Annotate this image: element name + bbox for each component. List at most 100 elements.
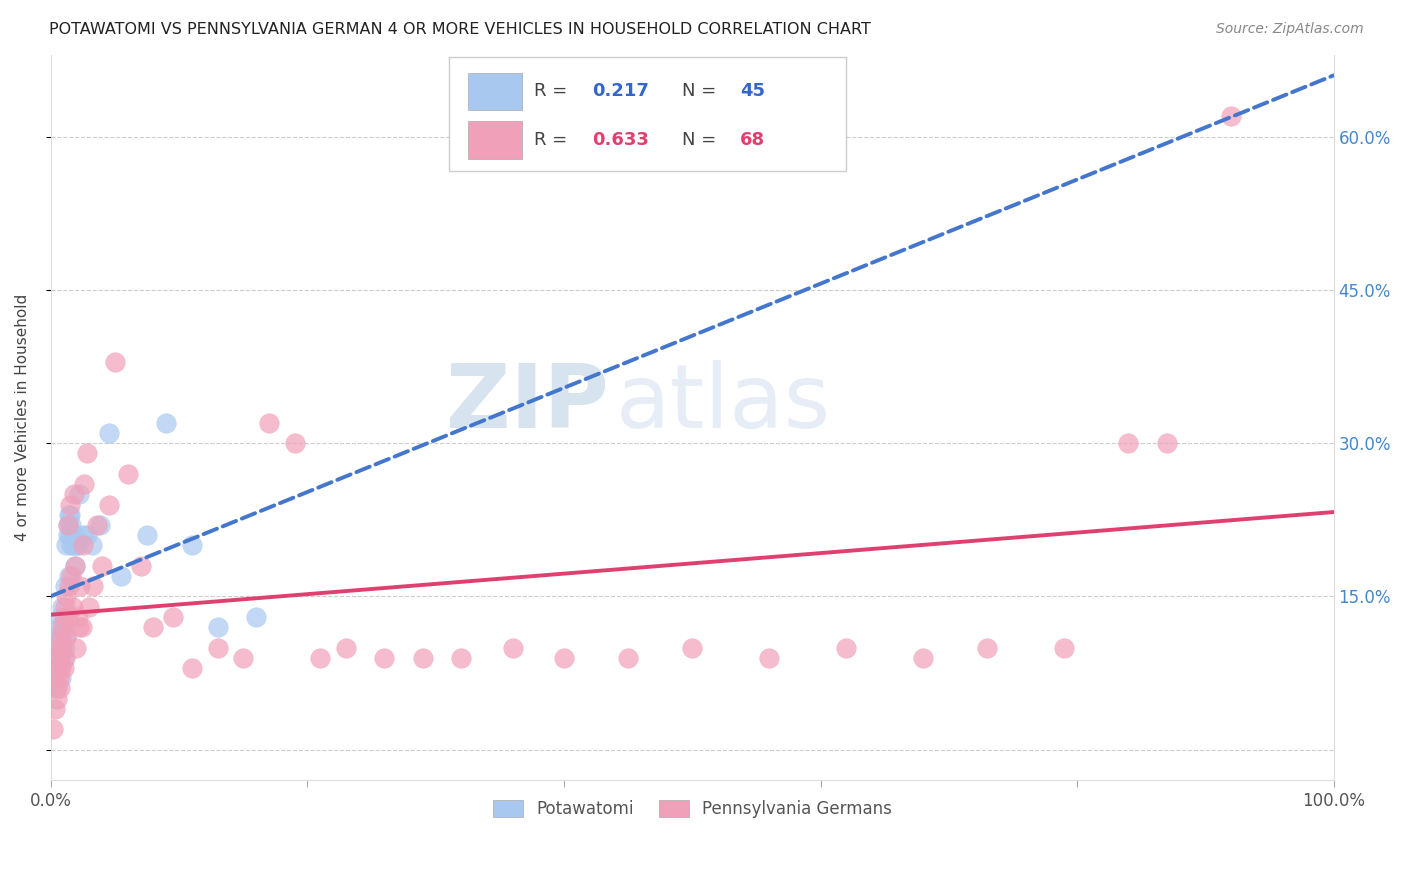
Text: ZIP: ZIP — [446, 359, 609, 447]
Point — [80, 538, 103, 552]
Point — [53, 599, 76, 614]
Point — [49, 630, 72, 644]
Point — [53, 579, 76, 593]
Point — [412, 650, 434, 665]
Text: 0.217: 0.217 — [592, 82, 650, 101]
Point — [58, 579, 80, 593]
FancyBboxPatch shape — [468, 121, 522, 159]
Point — [60, 538, 83, 552]
Point — [681, 640, 703, 655]
Point — [63, 528, 86, 542]
Point — [72, 528, 94, 542]
Point — [1220, 110, 1243, 124]
Point — [51, 599, 73, 614]
Point — [309, 650, 332, 665]
Text: 0.633: 0.633 — [592, 131, 650, 149]
Point — [60, 569, 83, 583]
Point — [63, 487, 86, 501]
Point — [52, 661, 75, 675]
Point — [142, 620, 165, 634]
Point — [104, 354, 127, 368]
Point — [44, 702, 66, 716]
Point — [42, 723, 65, 737]
Point — [67, 620, 90, 634]
Point — [56, 518, 79, 533]
Point — [62, 599, 84, 614]
Y-axis label: 4 or more Vehicles in Household: 4 or more Vehicles in Household — [15, 294, 30, 541]
Point — [45, 661, 67, 675]
Point — [155, 416, 177, 430]
Point — [46, 640, 69, 655]
Point — [284, 436, 307, 450]
Point — [58, 508, 80, 522]
Point — [56, 610, 79, 624]
Point — [136, 528, 159, 542]
Point — [1053, 640, 1076, 655]
Point — [86, 518, 108, 533]
Point — [70, 620, 93, 634]
Legend: Potawatomi, Pennsylvania Germans: Potawatomi, Pennsylvania Germans — [485, 791, 900, 826]
Point — [55, 590, 77, 604]
Point — [72, 538, 94, 552]
Point — [49, 630, 72, 644]
Point — [49, 681, 72, 696]
Text: POTAWATOMI VS PENNSYLVANIA GERMAN 4 OR MORE VEHICLES IN HOUSEHOLD CORRELATION CH: POTAWATOMI VS PENNSYLVANIA GERMAN 4 OR M… — [49, 22, 872, 37]
Point — [51, 640, 73, 655]
Point — [60, 518, 83, 533]
Point — [53, 650, 76, 665]
Point — [56, 518, 79, 533]
Point — [976, 640, 998, 655]
Point — [91, 558, 114, 573]
Point — [373, 650, 395, 665]
Point — [207, 640, 229, 655]
Point — [1156, 436, 1178, 450]
Point — [56, 528, 79, 542]
Point — [48, 671, 70, 685]
Point — [89, 518, 111, 533]
Point — [49, 610, 72, 624]
Point — [450, 650, 472, 665]
Point — [65, 538, 87, 552]
Point — [245, 610, 267, 624]
Point — [55, 630, 77, 644]
Point — [553, 650, 575, 665]
Point — [97, 498, 120, 512]
Point — [52, 650, 75, 665]
Point — [49, 671, 72, 685]
Point — [48, 650, 70, 665]
Point — [58, 569, 80, 583]
Point — [46, 661, 69, 675]
Point — [42, 671, 65, 685]
Point — [162, 610, 184, 624]
Point — [44, 671, 66, 685]
Text: 68: 68 — [740, 131, 765, 149]
Point — [48, 620, 70, 634]
Point — [82, 579, 104, 593]
Point — [335, 640, 357, 655]
Point — [207, 620, 229, 634]
Point — [51, 640, 73, 655]
Point — [66, 538, 89, 552]
Point — [76, 528, 98, 542]
Point — [55, 538, 77, 552]
Point — [65, 640, 87, 655]
Point — [79, 599, 101, 614]
Point — [257, 416, 280, 430]
FancyBboxPatch shape — [468, 72, 522, 111]
Point — [49, 661, 72, 675]
Point — [51, 620, 73, 634]
Point — [67, 487, 90, 501]
Point — [912, 650, 935, 665]
Point — [232, 650, 254, 665]
Text: R =: R = — [534, 131, 574, 149]
Point — [66, 610, 89, 624]
Point — [617, 650, 640, 665]
Text: atlas: atlas — [616, 359, 831, 447]
Text: N =: N = — [682, 82, 721, 101]
Point — [835, 640, 858, 655]
Point — [117, 467, 139, 481]
Point — [55, 630, 77, 644]
Point — [76, 446, 98, 460]
Point — [59, 498, 82, 512]
Point — [181, 661, 204, 675]
